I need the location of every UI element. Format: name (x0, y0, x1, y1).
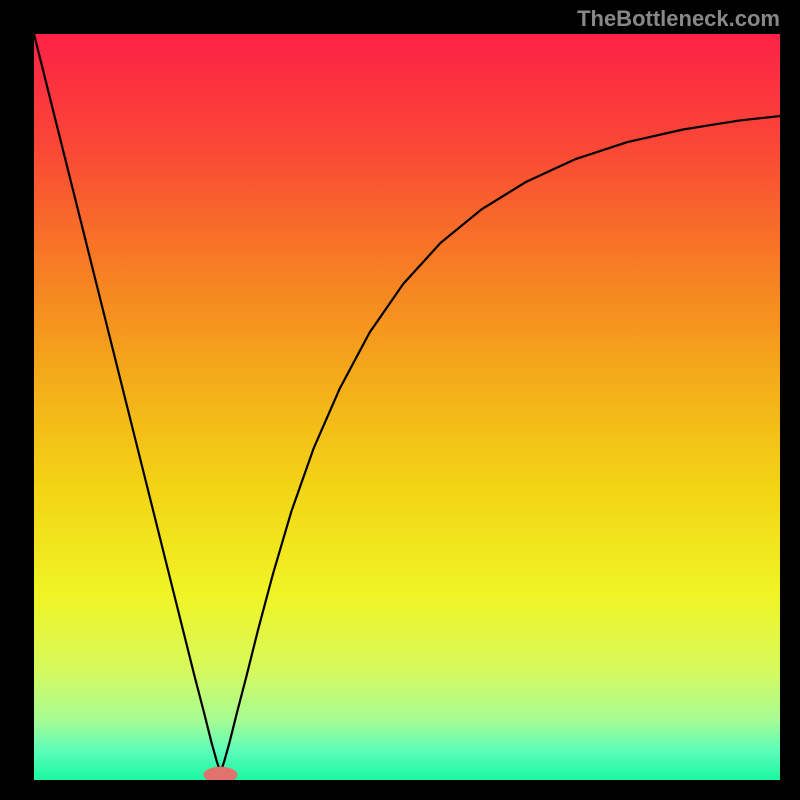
gradient-background (34, 34, 780, 780)
plot-area (34, 34, 780, 780)
plot-svg (34, 34, 780, 780)
watermark-text: TheBottleneck.com (577, 6, 780, 32)
